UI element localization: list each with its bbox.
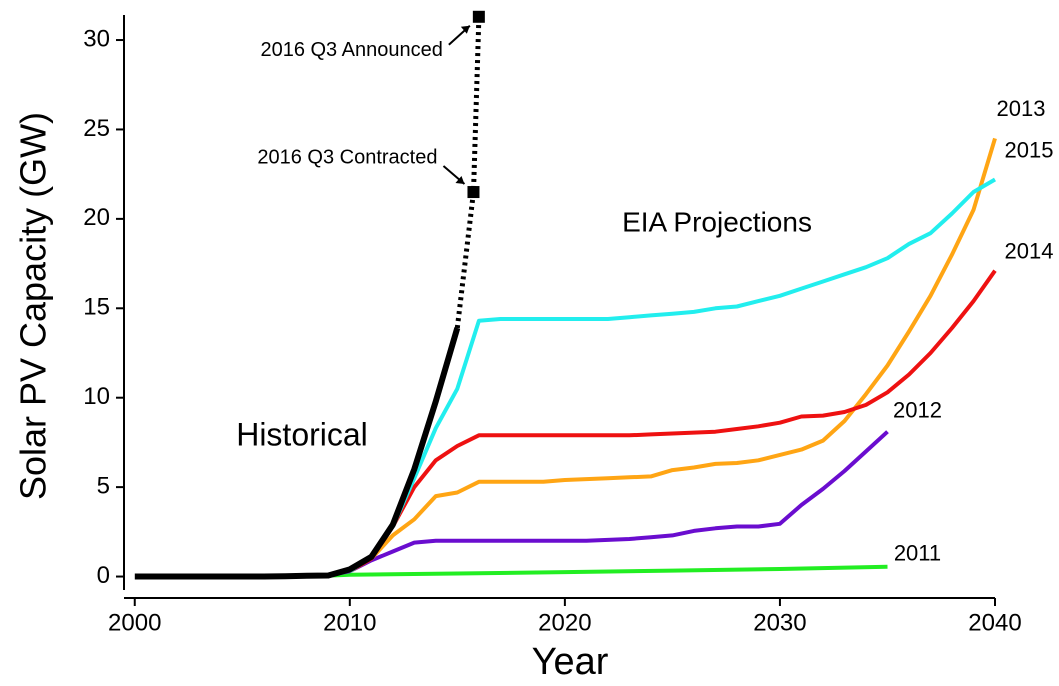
- y-tick-label: 20: [83, 204, 110, 231]
- y-tick-label: 15: [83, 294, 110, 321]
- point-label: 2016 Q3 Announced: [260, 39, 442, 61]
- x-tick-label: 2010: [323, 609, 376, 636]
- series-label: Historical: [236, 416, 368, 452]
- extension-line: [454, 16, 482, 329]
- x-tick-label: 2000: [108, 609, 161, 636]
- x-axis-label: Year: [532, 641, 609, 683]
- x-tick-label: 2030: [753, 609, 806, 636]
- y-axis-label: Solar PV Capacity (GW): [13, 112, 54, 500]
- series-line: [327, 430, 889, 578]
- annotation: EIA Projections: [622, 206, 812, 237]
- series-label: 2014: [1005, 239, 1054, 264]
- y-tick-label: 0: [97, 562, 110, 589]
- series-label: 2013: [997, 96, 1046, 121]
- x-tick-label: 2020: [538, 609, 591, 636]
- y-tick-label: 25: [83, 115, 110, 142]
- series-label: 2012: [893, 397, 942, 422]
- y-tick-label: 5: [97, 472, 110, 499]
- series-label: 2015: [1005, 137, 1054, 162]
- series-line: [348, 137, 997, 573]
- series-line: [134, 327, 461, 580]
- series-line: [348, 177, 997, 573]
- point-label: 2016 Q3 Contracted: [257, 146, 437, 168]
- series-line: [348, 269, 997, 573]
- point-marker: [472, 10, 485, 23]
- arrow-head: [460, 25, 470, 34]
- point-marker: [467, 186, 480, 199]
- arrow-head: [455, 176, 465, 185]
- x-tick-label: 2040: [968, 609, 1021, 636]
- y-tick-label: 10: [83, 383, 110, 410]
- y-tick-label: 30: [83, 25, 110, 52]
- series-label: 2011: [894, 541, 941, 566]
- series-line: [328, 564, 888, 578]
